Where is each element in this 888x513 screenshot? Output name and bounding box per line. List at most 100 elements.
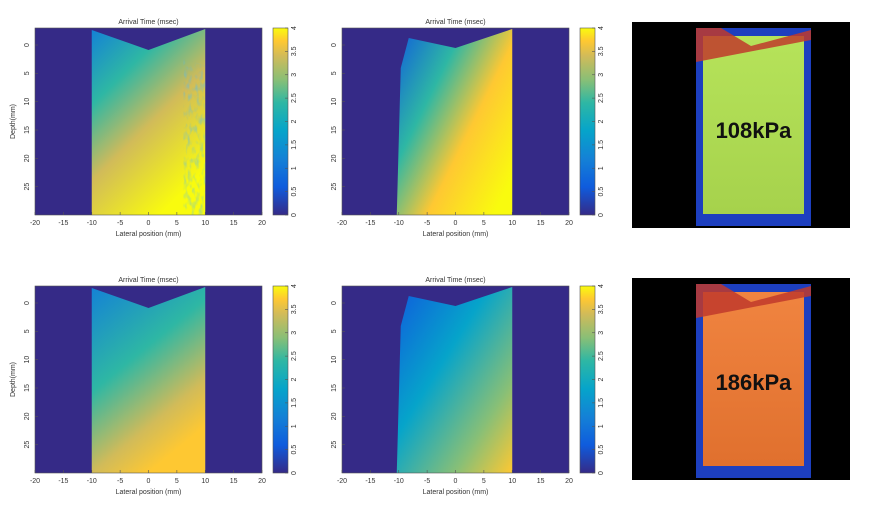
colorbar-tick-label: 1 bbox=[291, 166, 298, 170]
x-tick-label: -10 bbox=[394, 220, 404, 227]
plot-title: Arrival Time (msec) bbox=[118, 19, 178, 26]
y-tick-label: 15 bbox=[331, 126, 338, 134]
x-tick-label: -20 bbox=[337, 220, 347, 227]
colorbar-tick-label: 1.5 bbox=[291, 140, 298, 150]
x-tick-label: 5 bbox=[175, 478, 179, 485]
x-tick-label: 5 bbox=[482, 220, 486, 227]
y-axis-label: Depth(mm) bbox=[10, 104, 17, 139]
x-tick-label: 5 bbox=[482, 478, 486, 485]
x-tick-label: -5 bbox=[424, 478, 430, 485]
colorbar-tick-label: 2 bbox=[598, 377, 605, 381]
y-tick-label: 15 bbox=[24, 126, 31, 134]
x-axis-label: Lateral position (mm) bbox=[116, 231, 182, 238]
colorbar-tick-label: 1 bbox=[598, 166, 605, 170]
colorbar-tick-label: 2.5 bbox=[291, 351, 298, 361]
x-tick-label: -15 bbox=[58, 220, 68, 227]
colorbar-tick-label: 0.5 bbox=[598, 187, 605, 197]
x-axis-label: Lateral position (mm) bbox=[116, 489, 182, 496]
colorbar-tick-label: 1 bbox=[598, 424, 605, 428]
colorbar-tick-label: 0 bbox=[598, 213, 605, 217]
colorbar-tick-label: 3 bbox=[291, 73, 298, 77]
colorbar-tick-label: 2 bbox=[291, 119, 298, 123]
colorbar-tick-label: 3.5 bbox=[291, 46, 298, 56]
x-tick-label: -5 bbox=[117, 478, 123, 485]
image-notch bbox=[696, 284, 811, 318]
pressure-label: 108kPa bbox=[716, 118, 793, 143]
x-tick-label: 0 bbox=[147, 220, 151, 227]
x-tick-label: 20 bbox=[258, 478, 266, 485]
colorbar-tick-label: 4 bbox=[291, 26, 298, 30]
image-fill bbox=[703, 36, 804, 214]
y-tick-label: 25 bbox=[24, 183, 31, 191]
y-tick-label: 5 bbox=[331, 71, 338, 75]
plot-title: Arrival Time (msec) bbox=[118, 277, 178, 284]
colorbar-tick-label: 3 bbox=[291, 331, 298, 335]
colorbar-tick-label: 3 bbox=[598, 73, 605, 77]
colorbar-tick-label: 0.5 bbox=[598, 445, 605, 455]
heatmap bbox=[396, 29, 513, 215]
y-tick-label: 20 bbox=[24, 154, 31, 162]
heatmap bbox=[91, 29, 206, 215]
y-tick-label: 0 bbox=[331, 301, 338, 305]
colorbar-tick-label: 2.5 bbox=[598, 93, 605, 103]
image-fill bbox=[703, 292, 804, 466]
y-tick-label: 25 bbox=[331, 183, 338, 191]
colorbar-tick-label: 0 bbox=[598, 471, 605, 475]
x-tick-label: 0 bbox=[147, 478, 151, 485]
y-axis-label: Depth(mm) bbox=[10, 362, 17, 397]
x-tick-label: 10 bbox=[508, 220, 516, 227]
x-tick-label: 10 bbox=[201, 220, 209, 227]
plot-title: Arrival Time (msec) bbox=[425, 19, 485, 26]
x-tick-label: -20 bbox=[30, 478, 40, 485]
colorbar-tick-label: 4 bbox=[291, 284, 298, 288]
colorbar-tick-label: 4 bbox=[598, 284, 605, 288]
y-tick-label: 15 bbox=[331, 384, 338, 392]
heatmap bbox=[396, 287, 513, 473]
y-tick-label: 10 bbox=[24, 356, 31, 364]
y-tick-label: 15 bbox=[24, 384, 31, 392]
colorbar-tick-label: 0 bbox=[291, 471, 298, 475]
y-tick-label: 0 bbox=[331, 43, 338, 47]
x-tick-label: -10 bbox=[87, 220, 97, 227]
y-tick-label: 0 bbox=[24, 301, 31, 305]
y-tick-label: 5 bbox=[24, 329, 31, 333]
colorbar-tick-label: 2 bbox=[598, 119, 605, 123]
colorbar-tick-label: 1.5 bbox=[291, 398, 298, 408]
colorbar-tick-label: 0 bbox=[291, 213, 298, 217]
colorbar-tick-label: 0.5 bbox=[291, 187, 298, 197]
x-axis-label: Lateral position (mm) bbox=[423, 231, 489, 238]
pressure-label: 186kPa bbox=[716, 370, 793, 395]
x-tick-label: 0 bbox=[454, 220, 458, 227]
x-tick-label: -20 bbox=[30, 220, 40, 227]
colorbar-tick-label: 0.5 bbox=[291, 445, 298, 455]
colorbar-tick-label: 1.5 bbox=[598, 140, 605, 150]
x-tick-label: 20 bbox=[258, 220, 266, 227]
heatmap bbox=[91, 287, 206, 473]
x-tick-label: -10 bbox=[87, 478, 97, 485]
colorbar-tick-label: 3 bbox=[598, 331, 605, 335]
x-tick-label: 20 bbox=[565, 220, 573, 227]
x-tick-label: 15 bbox=[230, 478, 238, 485]
y-tick-label: 10 bbox=[331, 356, 338, 364]
image-notch bbox=[696, 28, 811, 62]
y-tick-label: 20 bbox=[331, 412, 338, 420]
colorbar-tick-label: 3.5 bbox=[598, 46, 605, 56]
x-tick-label: 10 bbox=[508, 478, 516, 485]
colorbar-tick-label: 1.5 bbox=[598, 398, 605, 408]
y-tick-label: 5 bbox=[331, 329, 338, 333]
y-tick-label: 0 bbox=[24, 43, 31, 47]
colorbar-tick-label: 3.5 bbox=[598, 304, 605, 314]
y-tick-label: 20 bbox=[24, 412, 31, 420]
x-tick-label: 10 bbox=[201, 478, 209, 485]
x-tick-label: -20 bbox=[337, 478, 347, 485]
colorbar-tick-label: 2 bbox=[291, 377, 298, 381]
x-tick-label: -15 bbox=[58, 478, 68, 485]
x-tick-label: 20 bbox=[565, 478, 573, 485]
x-tick-label: -10 bbox=[394, 478, 404, 485]
x-tick-label: -15 bbox=[365, 478, 375, 485]
y-tick-label: 20 bbox=[331, 154, 338, 162]
colorbar-tick-label: 3.5 bbox=[291, 304, 298, 314]
colorbar-tick-label: 1 bbox=[291, 424, 298, 428]
colorbar-tick-label: 2.5 bbox=[291, 93, 298, 103]
